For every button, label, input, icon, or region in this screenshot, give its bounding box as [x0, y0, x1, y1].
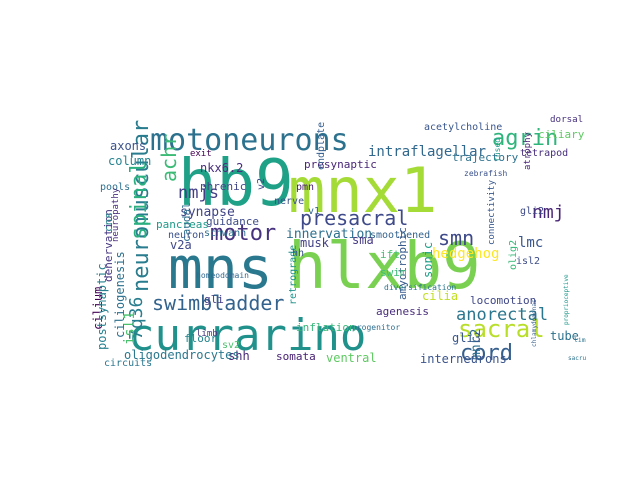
word-cns: cns — [102, 212, 115, 232]
word-sacrum: sacrum — [568, 355, 586, 362]
word-ciliogenesis: ciliogenesis — [113, 251, 127, 338]
word-tetrapod: tetrapod — [520, 148, 568, 159]
word-interneurons: interneurons — [420, 352, 507, 366]
word-amyotrophic: amyotrophic — [396, 227, 409, 300]
word-lmc: lmc — [518, 235, 543, 251]
word-exit: exit — [190, 149, 212, 159]
word-ciliary: ciliary — [538, 128, 585, 141]
word-achr: achr — [157, 134, 181, 182]
word-v2a: v2a — [170, 238, 192, 252]
word-olig2: olig2 — [508, 240, 519, 270]
word-lim: lim — [574, 336, 586, 344]
word-v1: v1 — [308, 206, 320, 217]
word-swim: swim — [380, 266, 407, 279]
word-homeodomain: homeodomain — [196, 271, 249, 280]
word-hlxb9: hlxb9 — [288, 230, 481, 304]
word-agrin: agrin — [492, 126, 558, 151]
word-cord: cord — [460, 341, 513, 366]
word-7q36: 7q36 — [126, 297, 147, 340]
word-pools: pools — [100, 182, 130, 193]
word-tube: tube — [550, 329, 579, 343]
word-retrograde: retrograde — [288, 245, 299, 305]
word-ift: ift — [380, 248, 400, 261]
word-dorsal: dorsal — [550, 114, 583, 125]
word-neuromuscular: neuromuscular — [129, 120, 154, 292]
word-motoneurons: motoneurons — [150, 123, 349, 158]
word-mnr2: mnr2 — [469, 329, 484, 360]
word-spinal: spinal — [127, 161, 152, 240]
word-trajectory: trajectory — [452, 151, 519, 164]
word-gli: gli — [204, 293, 224, 306]
word-axons: axons — [110, 139, 146, 153]
word-chlamydomonas: chlamydomonas — [531, 299, 538, 347]
word-nmj: nmj — [532, 202, 565, 223]
word-endplate: endplate — [316, 122, 327, 170]
word-musk: musk — [300, 236, 330, 250]
word-isl2: isl2 — [516, 256, 540, 267]
word-schwann: schwann — [204, 228, 246, 239]
word-sacral: sacral — [458, 315, 545, 343]
word-currarino: currarino — [128, 310, 366, 361]
word-nerve: nerve — [274, 196, 304, 207]
word-intraflagellar: intraflagellar — [368, 144, 486, 160]
word-motor: motor — [210, 221, 276, 246]
word-atrophy: atrophy — [523, 131, 533, 170]
word-cilia: cilia — [422, 289, 458, 303]
word-sonic: sonic — [421, 242, 435, 278]
word-denervation: denervation — [102, 209, 115, 282]
word-diversification: diversification — [384, 283, 456, 292]
word-isl1: isl1 — [122, 311, 138, 345]
word-zebrafish: zebrafish — [464, 169, 508, 178]
word-pmn: pmn — [296, 182, 314, 193]
word-phrenic: phrenic — [200, 180, 246, 193]
word-hedgehog: hedgehog — [432, 246, 499, 262]
word-innervation: innervation — [286, 227, 372, 242]
word-oligodendrocytes: oligodendrocytes — [124, 348, 240, 362]
word-inflation: inflation — [296, 321, 356, 334]
word-caudal: caudal — [180, 202, 193, 242]
word-smn: smn — [438, 226, 474, 250]
word-synapse: synapse — [180, 205, 235, 220]
word-agenesis: agenesis — [376, 305, 429, 318]
word-nmjs: nmjs — [178, 183, 219, 203]
word-neuropathy: neuropathy — [111, 187, 121, 242]
word-column: column — [108, 154, 151, 168]
word-nkx6-2: nkx6.2 — [200, 161, 243, 175]
word-presacral: presacral — [300, 206, 408, 230]
word-ventral: ventral — [326, 351, 377, 365]
word-sma: sma — [352, 233, 374, 247]
word-anorectal: anorectal — [456, 305, 548, 325]
word-gli3: gli3 — [452, 331, 481, 345]
word-smoothened: smoothened — [370, 230, 430, 241]
word-connectivity: connectivity — [487, 179, 497, 245]
word-limb: limb — [196, 329, 218, 339]
word-postsynaptic: postsynaptic — [95, 263, 109, 350]
word-acetylcholine: acetylcholine — [424, 122, 502, 133]
word-mnx1: mnx1 — [288, 154, 437, 227]
word-guidance: guidance — [206, 215, 259, 228]
word-hb9: hb9 — [178, 147, 294, 221]
word-shh: shh — [228, 349, 250, 363]
word-cloud: hb9 mnx1 mns hlxb9 currarino motoneurons neuro… — [80, 110, 586, 369]
word-presynaptic: presynaptic — [304, 158, 377, 171]
word-proprioceptive: proprioceptive — [563, 274, 570, 325]
word-somata: somata — [276, 350, 316, 363]
word-progenitor: progenitor — [352, 323, 400, 332]
word-locomotion: locomotion — [470, 294, 536, 307]
word-floor: floor — [184, 332, 217, 345]
word-hh: hh — [292, 248, 304, 259]
word-pancreas: pancreas — [156, 218, 209, 231]
word-mns: mns — [168, 234, 273, 302]
word-gli2: gli2 — [520, 206, 544, 217]
word-neuron: neuron — [168, 230, 204, 241]
word-fused: fused — [493, 138, 502, 162]
word-swimbladder: swimbladder — [152, 291, 284, 315]
word-v2: v2 — [256, 178, 267, 190]
word-circuits: circuits — [104, 358, 152, 369]
word-sv2: sv2 — [222, 340, 240, 351]
word-cilium: cilium — [91, 287, 105, 330]
